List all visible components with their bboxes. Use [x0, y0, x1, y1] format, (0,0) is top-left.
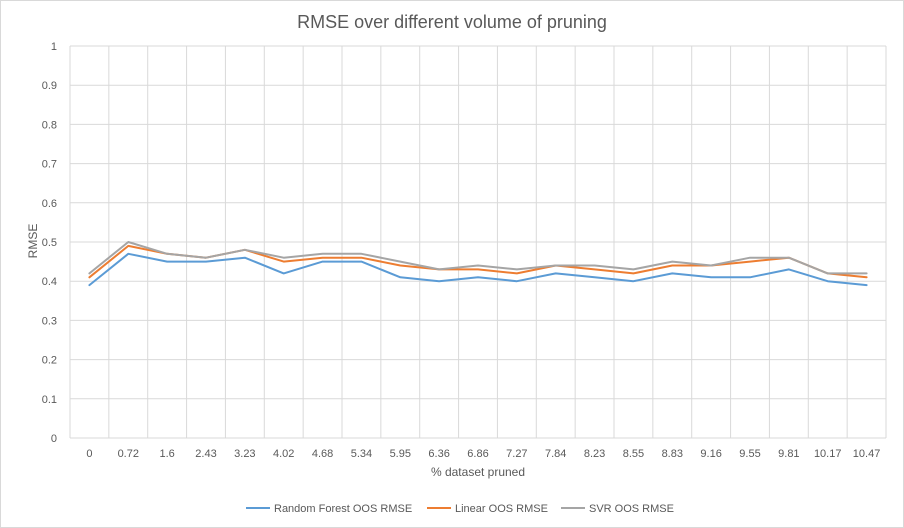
y-tick-label: 0.8: [42, 119, 57, 131]
y-tick-label: 0.4: [42, 276, 57, 288]
x-tick-label: 10.17: [814, 448, 842, 460]
x-tick-label: 7.27: [506, 448, 527, 460]
x-tick-label: 5.95: [390, 448, 411, 460]
y-tick-label: 0.6: [42, 198, 57, 210]
y-tick-label: 0.1: [42, 394, 57, 406]
x-tick-label: 1.6: [159, 448, 174, 460]
x-axis-title: % dataset pruned: [431, 465, 525, 479]
x-tick-label: 6.36: [428, 448, 449, 460]
plot-grid: [69, 45, 887, 439]
y-tick-label: 0.7: [42, 159, 57, 171]
y-tick-label: 1: [51, 41, 57, 53]
x-tick-label: 9.81: [778, 448, 799, 460]
x-tick-label: 0.72: [118, 448, 139, 460]
x-tick-label: 0: [86, 448, 92, 460]
x-tick-label: 5.34: [351, 448, 372, 460]
series-lines: [88, 241, 868, 287]
y-tick-label: 0.5: [42, 237, 57, 249]
x-tick-label: 9.16: [700, 448, 721, 460]
y-tick-label: 0.2: [42, 355, 57, 367]
x-tick-label: 4.68: [312, 448, 333, 460]
x-tick-label: 10.47: [853, 448, 881, 460]
y-axis-title: RMSE: [26, 224, 40, 259]
x-tick-label: 7.84: [545, 448, 566, 460]
y-tick-label: 0: [51, 433, 57, 445]
x-tick-label: 3.23: [234, 448, 255, 460]
y-axis-ticks: 0 0.1 0.2 0.3 0.4 0.5 0.6 0.7 0.8 0.9 1: [42, 41, 57, 445]
x-axis-ticks: 0 0.72 1.6 2.43 3.23 4.02 4.68 5.34 5.95 6.36 6.86…: [86, 448, 880, 460]
x-tick-label: 9.55: [739, 448, 760, 460]
y-tick-label: 0.9: [42, 80, 57, 92]
legend-label: Random Forest OOS RMSE: [274, 503, 412, 515]
chart-title: RMSE over different volume of pruning: [297, 12, 607, 32]
series-line-3: [88, 241, 868, 275]
y-tick-label: 0.3: [42, 315, 57, 327]
x-tick-label: 8.83: [662, 448, 683, 460]
chart-legend: Random Forest OOS RMSE Linear OOS RMSE SVR…: [246, 503, 674, 515]
legend-label: SVR OOS RMSE: [589, 503, 674, 515]
x-tick-label: 4.02: [273, 448, 294, 460]
legend-label: Linear OOS RMSE: [455, 503, 548, 515]
x-tick-label: 2.43: [195, 448, 216, 460]
series-line-1: [88, 252, 868, 287]
x-tick-label: 8.55: [623, 448, 644, 460]
x-tick-label: 6.86: [467, 448, 488, 460]
x-tick-label: 8.23: [584, 448, 605, 460]
